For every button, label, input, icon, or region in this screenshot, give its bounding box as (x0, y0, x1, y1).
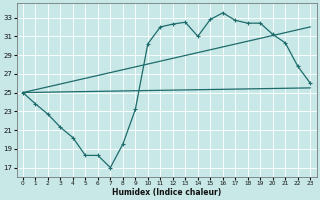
X-axis label: Humidex (Indice chaleur): Humidex (Indice chaleur) (112, 188, 221, 197)
